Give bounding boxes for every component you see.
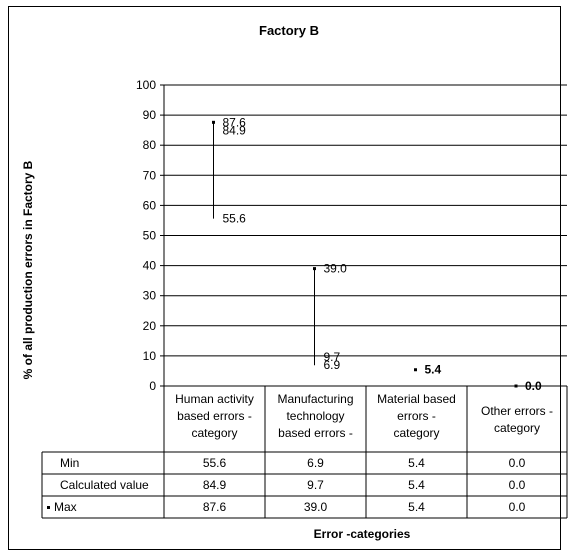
chart-frame	[8, 6, 561, 550]
max-value-label: 39.0	[324, 262, 348, 276]
y-tick-labels: 0 10 20 30 40 50 60 70 80 90 100	[136, 78, 156, 393]
chart-title: Factory B	[259, 23, 319, 38]
calculated-value-label: 9.7	[324, 350, 341, 364]
y-axis-label: % of all production errors in Factory B	[21, 160, 35, 379]
data-table: Human activity based errors - category Manu…	[41, 386, 568, 519]
table-cell: 9.7	[307, 478, 324, 492]
category-label: Human activity	[175, 392, 254, 406]
table-cell: 0.0	[509, 456, 526, 470]
table-cell: 0.0	[509, 478, 526, 492]
category-label: category	[191, 426, 237, 440]
y-tick-label: 100	[136, 78, 156, 92]
table-cell: 87.6	[203, 500, 227, 514]
y-tick-label: 40	[143, 259, 157, 273]
chart-marks	[212, 120, 518, 388]
max-marker	[514, 384, 518, 388]
y-tick-label: 30	[143, 289, 157, 303]
row-label: Calculated value	[60, 478, 149, 492]
category-label: Manufacturing	[277, 392, 353, 406]
min-value-label: 55.6	[223, 212, 247, 226]
category-label: category	[393, 426, 439, 440]
y-tick-label: 60	[143, 198, 157, 212]
y-tick-label: 80	[143, 138, 157, 152]
max-value-label: 0.0	[525, 379, 542, 393]
row-label: Min	[60, 456, 79, 470]
y-tick-label: 20	[143, 319, 157, 333]
category-label: errors -	[397, 409, 436, 423]
table-cell: 0.0	[509, 500, 526, 514]
x-axis-label: Error -categories	[314, 527, 411, 541]
point-labels: 87.684.9 55.6 39.0 9.76.9 5.4 0.0	[223, 115, 543, 393]
table-cell: 5.4	[408, 478, 425, 492]
gridlines	[164, 84, 567, 357]
table-cell: 55.6	[203, 456, 227, 470]
y-tick-label: 0	[149, 379, 156, 393]
max-value-label: 87.6	[223, 115, 247, 129]
y-tick-label: 10	[143, 349, 157, 363]
category-label: technology	[286, 409, 344, 423]
table-cell: 39.0	[304, 500, 328, 514]
y-tick-label: 70	[143, 168, 157, 182]
category-label: based errors -	[177, 409, 252, 423]
calculated-value-label: 84.9	[223, 123, 247, 137]
category-label: category	[494, 421, 540, 435]
max-marker	[313, 267, 316, 271]
category-label: based errors -	[278, 426, 353, 440]
y-tick-label: 90	[143, 108, 157, 122]
legend-max-marker	[47, 506, 50, 509]
table-cell: 5.4	[408, 500, 425, 514]
table-cell: 5.4	[408, 456, 425, 470]
y-tick-label: 50	[143, 229, 157, 243]
min-value-label: 6.9	[324, 358, 341, 372]
category-label: Other errors -	[481, 404, 553, 418]
max-value-label: 5.4	[425, 363, 442, 377]
table-cell: 6.9	[307, 456, 324, 470]
max-marker	[212, 120, 215, 124]
max-marker	[414, 368, 417, 372]
row-label: Max	[54, 500, 77, 514]
category-label: Material based	[377, 392, 456, 406]
table-cell: 84.9	[203, 478, 227, 492]
